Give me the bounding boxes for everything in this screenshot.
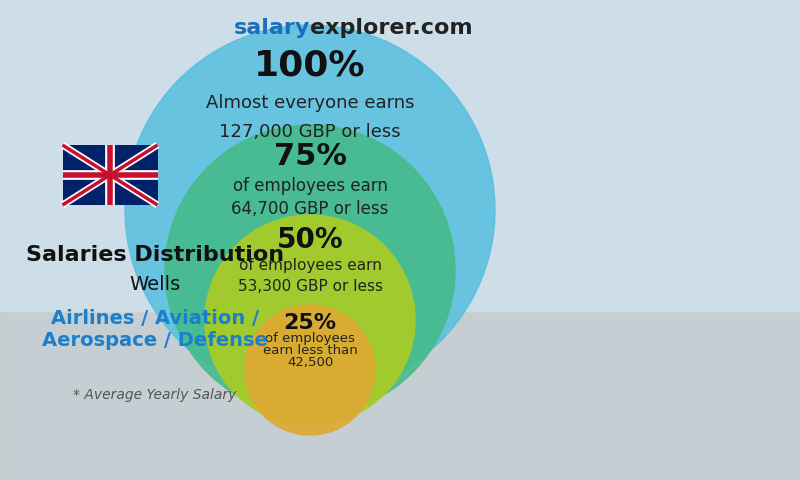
Text: 127,000 GBP or less: 127,000 GBP or less	[219, 123, 401, 141]
Text: 25%: 25%	[283, 313, 337, 333]
Text: of employees earn: of employees earn	[233, 177, 387, 195]
Text: 64,700 GBP or less: 64,700 GBP or less	[231, 200, 389, 218]
Text: salary: salary	[234, 18, 310, 38]
Text: 50%: 50%	[277, 226, 343, 254]
Text: Wells: Wells	[130, 276, 181, 295]
Text: of employees: of employees	[265, 332, 355, 345]
Circle shape	[245, 305, 375, 435]
Circle shape	[205, 215, 415, 425]
Bar	[62, 145, 158, 205]
Text: 42,500: 42,500	[287, 356, 333, 369]
Text: Airlines / Aviation /
Aerospace / Defense: Airlines / Aviation / Aerospace / Defens…	[42, 310, 268, 350]
Text: of employees earn: of employees earn	[238, 258, 382, 273]
Text: 53,300 GBP or less: 53,300 GBP or less	[238, 279, 382, 294]
Text: Salaries Distribution: Salaries Distribution	[26, 245, 284, 265]
Bar	[0, 312, 800, 480]
Text: * Average Yearly Salary: * Average Yearly Salary	[74, 388, 237, 402]
Circle shape	[125, 25, 495, 395]
Text: explorer.com: explorer.com	[310, 18, 473, 38]
Text: 75%: 75%	[274, 143, 346, 171]
Text: 100%: 100%	[254, 48, 366, 83]
Circle shape	[165, 125, 455, 415]
Bar	[0, 0, 800, 312]
Text: earn less than: earn less than	[262, 344, 358, 357]
Text: Almost everyone earns: Almost everyone earns	[206, 94, 414, 112]
